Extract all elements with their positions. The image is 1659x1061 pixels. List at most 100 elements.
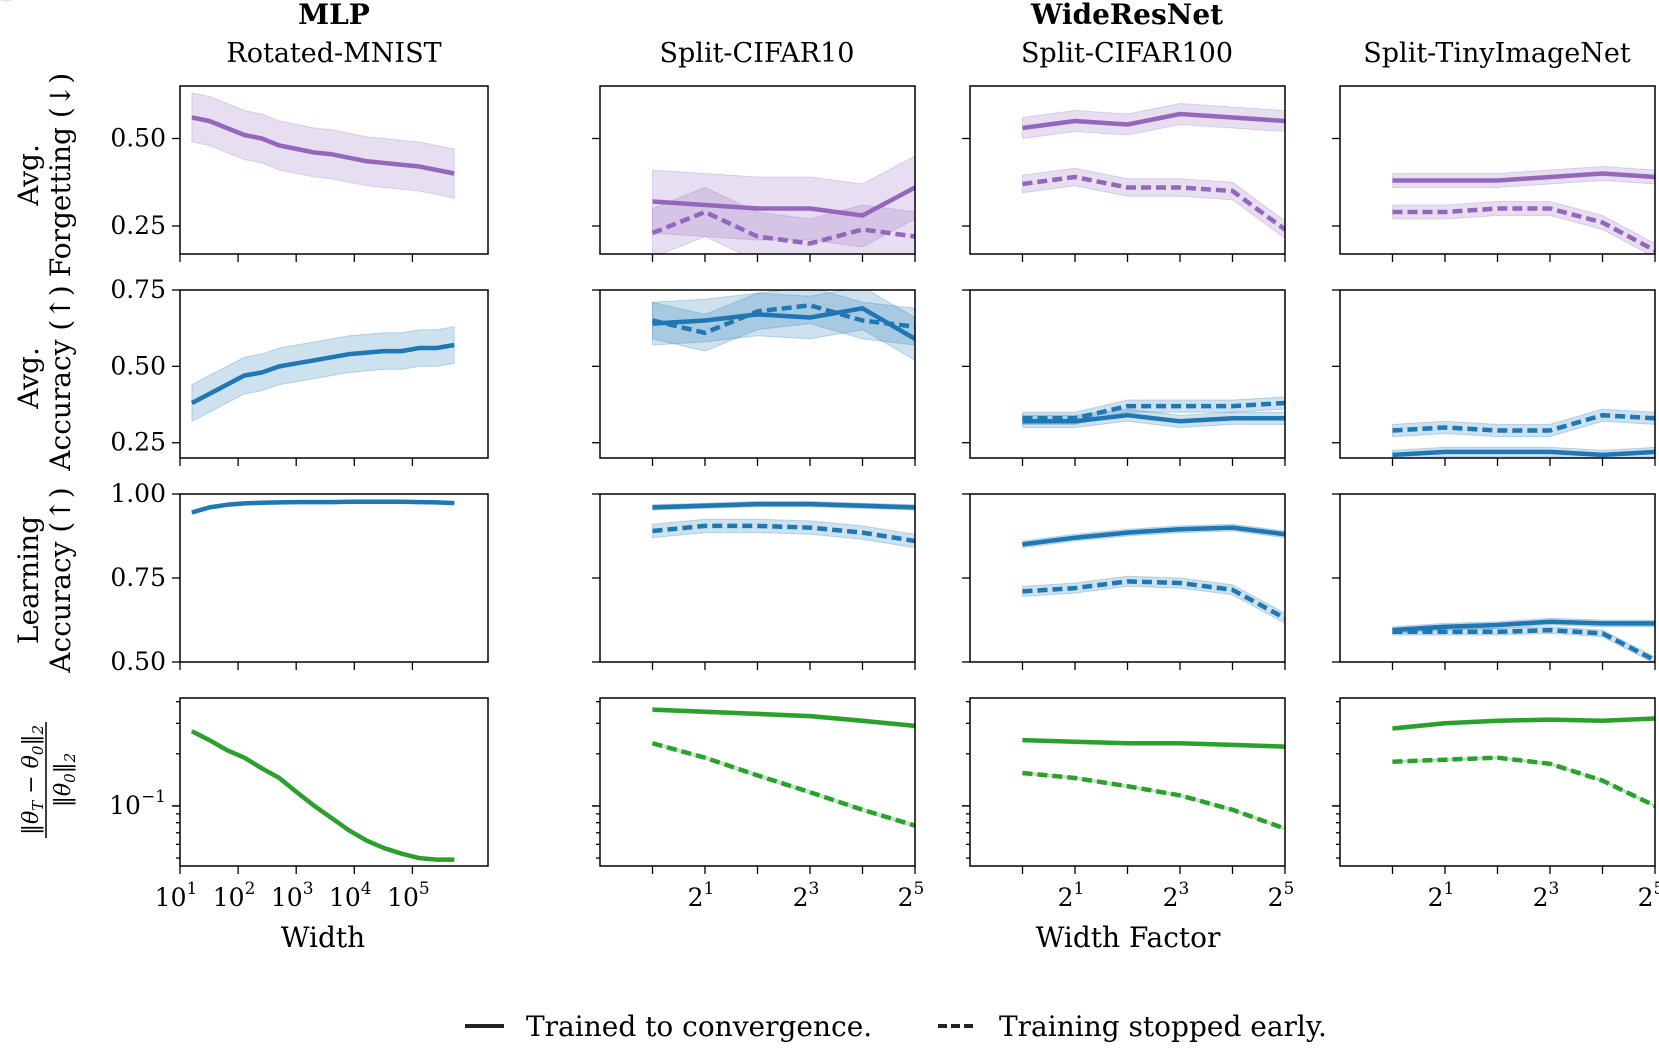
y-tick-label: 1.00 — [110, 479, 166, 508]
dashed-band — [652, 518, 915, 549]
axes-frame — [179, 289, 489, 459]
dashed-band — [652, 186, 915, 254]
dashed-line — [1022, 770, 1285, 831]
panel-split-tinyimagenet-learning_accuracy — [1332, 493, 1656, 670]
solid-band — [652, 155, 915, 248]
solid-line — [191, 115, 455, 176]
panel-split-cifar100-accuracy — [962, 289, 1286, 466]
axes-frame — [969, 289, 1286, 459]
panel-rotated-mnist-accuracy: 0.25 0.50 0.75 — [110, 275, 489, 466]
solid-line — [1392, 449, 1655, 458]
ylabel-denominator: ‖θ0‖2 — [51, 753, 79, 807]
x-tick-label: 21 — [1058, 879, 1085, 912]
panel-rotated-mnist-relative_param_distance: 10−1 101 102 103 104 105 — [109, 697, 489, 912]
solid-band — [652, 290, 915, 361]
ylabel-learning-accuracy: Learning Accuracy (↑) — [12, 487, 77, 673]
x-tick-label: 25 — [1638, 879, 1659, 912]
x-tick-label: 25 — [898, 879, 925, 912]
dashed-band — [1022, 575, 1285, 624]
panel-rotated-mnist-forgetting: 0.25 0.50 — [110, 85, 489, 262]
plot-area — [1022, 737, 1285, 831]
solid-line — [190, 342, 455, 405]
ylabel-forgetting-line1: Avg. — [12, 144, 45, 207]
plot-area — [190, 728, 455, 862]
solid-band — [191, 326, 455, 423]
plot-area — [1392, 408, 1655, 458]
dashed-line — [651, 741, 915, 828]
axes-frame — [179, 493, 489, 663]
solid-line — [652, 185, 915, 218]
x-tick-label: 101 — [155, 879, 198, 912]
column-title-split-cifar100: Split-CIFAR100 — [1021, 38, 1233, 69]
ylabel-param-distance-fraction: ‖θT − θ0‖2 ‖θ0‖2 — [19, 722, 79, 838]
solid-line — [652, 501, 915, 510]
x-tick-label: 104 — [329, 879, 372, 912]
panel-split-cifar100-forgetting — [962, 85, 1286, 262]
axes-frame — [179, 697, 489, 867]
dashed-band — [1392, 626, 1655, 662]
plot-area — [651, 707, 915, 828]
panel-split-cifar10-learning_accuracy — [592, 493, 916, 670]
dashed-band — [652, 290, 915, 352]
plot-area — [1392, 617, 1655, 662]
ylabel-accuracy: Avg. Accuracy (↑) — [12, 285, 77, 471]
legend-solid-label: Trained to convergence. — [526, 1010, 872, 1043]
solid-line — [1022, 111, 1285, 131]
group-title-wideresnet: WideResNet — [1030, 0, 1223, 31]
ylabel-learning-accuracy-line2: Accuracy (↑) — [44, 487, 77, 673]
column-title-rotated-mnist: Rotated-MNIST — [226, 38, 441, 69]
plot-area — [651, 155, 915, 254]
plot-area — [651, 290, 915, 361]
column-title-split-tinyimagenet: Split-TinyImageNet — [1363, 38, 1631, 69]
x-tick-label: 23 — [1163, 879, 1190, 912]
solid-line — [1022, 412, 1285, 424]
ylabel-accuracy-line1: Avg. — [12, 347, 45, 410]
panel-split-cifar10-forgetting — [592, 85, 916, 262]
x-tick-label: 21 — [688, 879, 715, 912]
panel-split-cifar100-relative_param_distance: 21 23 25 — [962, 697, 1294, 912]
dashed-band — [1392, 756, 1655, 808]
solid-line — [1022, 525, 1285, 547]
plot-area — [191, 92, 455, 199]
solid-line — [1022, 737, 1285, 749]
dashed-band — [1392, 408, 1655, 438]
solid-line — [652, 707, 915, 729]
dashed-line — [651, 209, 915, 246]
panel-split-cifar100-learning_accuracy — [962, 493, 1286, 670]
x-tick-label: 103 — [271, 879, 314, 912]
legend: Trained to convergence. Training stopped… — [465, 1010, 1327, 1043]
panel-split-cifar10-accuracy — [592, 289, 916, 466]
y-tick-label: 10−1 — [109, 787, 166, 820]
ylabel-forgetting-line2: Forgetting (↓) — [44, 73, 77, 277]
dashed-line — [652, 523, 915, 544]
x-tick-label: 23 — [793, 879, 820, 912]
y-tick-label: 0.75 — [110, 563, 166, 592]
solid-line — [190, 729, 455, 862]
plot-area — [190, 326, 455, 423]
xlabel-width: Width — [281, 921, 365, 954]
dashed-line — [1392, 755, 1655, 808]
ylabel-learning-accuracy-line1: Learning — [12, 516, 45, 644]
plot-area — [652, 500, 915, 549]
ylabel-forgetting: Avg. Forgetting (↓) — [12, 73, 77, 277]
plot-area — [1022, 396, 1285, 429]
dashed-line — [651, 303, 915, 336]
solid-band — [191, 728, 455, 862]
panels: 0.250.500.250.500.75 0.50 0.75 1.00 10−1 101 1… — [109, 85, 1659, 912]
x-tick-label: 23 — [1533, 879, 1560, 912]
group-title-mlp: MLP — [298, 0, 370, 31]
solid-line — [1392, 716, 1655, 731]
y-tick-label: 0.25 — [110, 428, 166, 457]
column-title-split-cifar10: Split-CIFAR10 — [660, 38, 855, 69]
panel-split-cifar10-relative_param_distance: 21 23 25 — [592, 697, 925, 912]
panel-rotated-mnist-learning_accuracy: 0.50 0.75 1.00 — [110, 479, 489, 676]
y-tick-label: 0.50 — [110, 647, 166, 676]
y-tick-label: 0.25 — [110, 211, 166, 240]
xlabel-width-factor: Width Factor — [1036, 921, 1221, 954]
axes-frame — [179, 85, 489, 255]
ylabel-param-distance-text: ‖θT − θ0‖2 / ‖θ0‖2 — [1, 0, 11, 2]
solid-line — [1392, 171, 1655, 183]
panel-split-tinyimagenet-accuracy — [1332, 289, 1656, 466]
ylabel-accuracy-line2: Accuracy (↑) — [44, 285, 77, 471]
